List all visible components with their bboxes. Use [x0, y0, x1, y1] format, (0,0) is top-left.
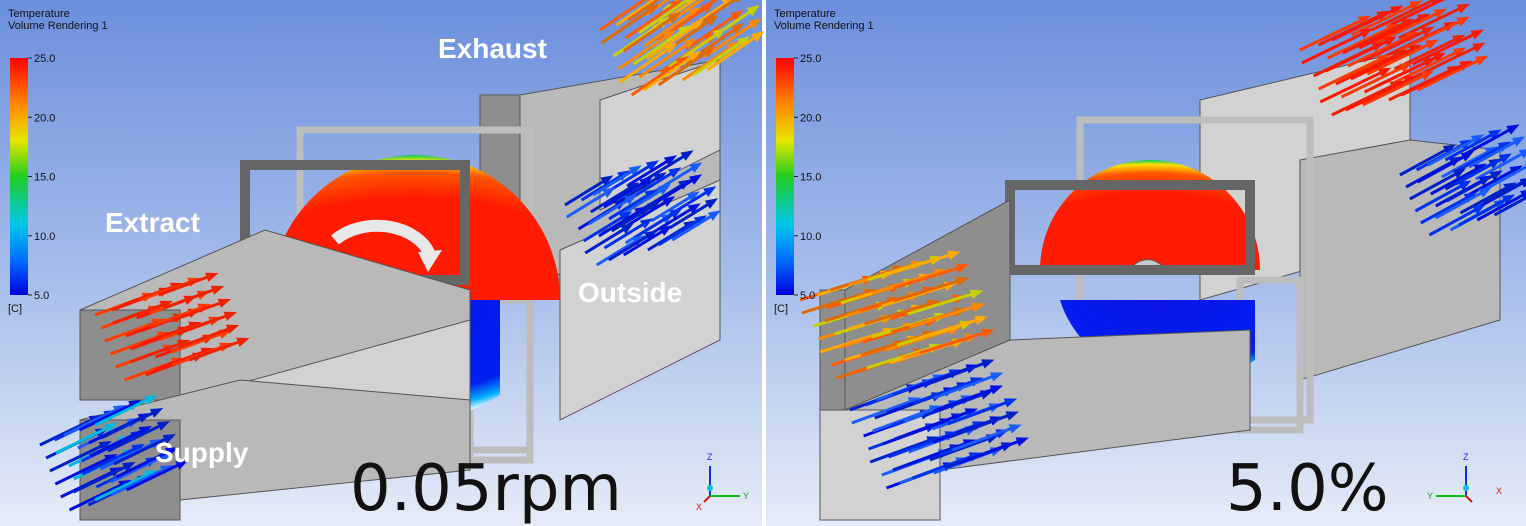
legend-unit: [C] [8, 303, 22, 315]
colorbar-tick-label: 20.0 [800, 112, 821, 124]
axis-z-label: Z [707, 452, 713, 462]
axis-x-label: X [1496, 486, 1502, 496]
legend-subtitle: Volume Rendering 1 [774, 20, 874, 32]
region-label: Exhaust [438, 33, 547, 64]
colorbar [10, 58, 28, 295]
legend-title: Temperature [8, 8, 70, 20]
axis-z-label: Z [1463, 452, 1469, 462]
region-label: Outside [578, 277, 682, 308]
colorbar-tick-label: 10.0 [34, 231, 55, 243]
scene: TemperatureVolume Rendering 125.020.015.… [0, 0, 1526, 526]
legend-title: Temperature [774, 8, 836, 20]
region-label: Extract [105, 207, 200, 238]
axis-origin [707, 485, 713, 491]
axis-y-label: Y [743, 491, 749, 501]
colorbar-tick-label: 25.0 [800, 53, 821, 65]
axis-x-label: X [696, 502, 702, 512]
colorbar-tick-label: 15.0 [34, 172, 55, 184]
colorbar-tick-label: 15.0 [800, 172, 821, 184]
axis-y-label: Y [1427, 491, 1433, 501]
region-label: Supply [155, 437, 249, 468]
colorbar-tick-label: 5.0 [800, 290, 815, 302]
duct-end [820, 410, 940, 520]
colorbar [776, 58, 794, 295]
colorbar-tick-label: 25.0 [34, 53, 55, 65]
caption: 5.0% [1226, 452, 1389, 526]
legend-unit: [C] [774, 303, 788, 315]
colorbar-tick-label: 10.0 [800, 231, 821, 243]
caption: 0.05rpm [350, 452, 622, 526]
page: {"panels":[ {"legend":{"title":"Temperat… [0, 0, 1526, 526]
axis-origin [1463, 485, 1469, 491]
colorbar-tick-label: 5.0 [34, 290, 49, 302]
legend-subtitle: Volume Rendering 1 [8, 20, 108, 32]
colorbar-tick-label: 20.0 [34, 112, 55, 124]
